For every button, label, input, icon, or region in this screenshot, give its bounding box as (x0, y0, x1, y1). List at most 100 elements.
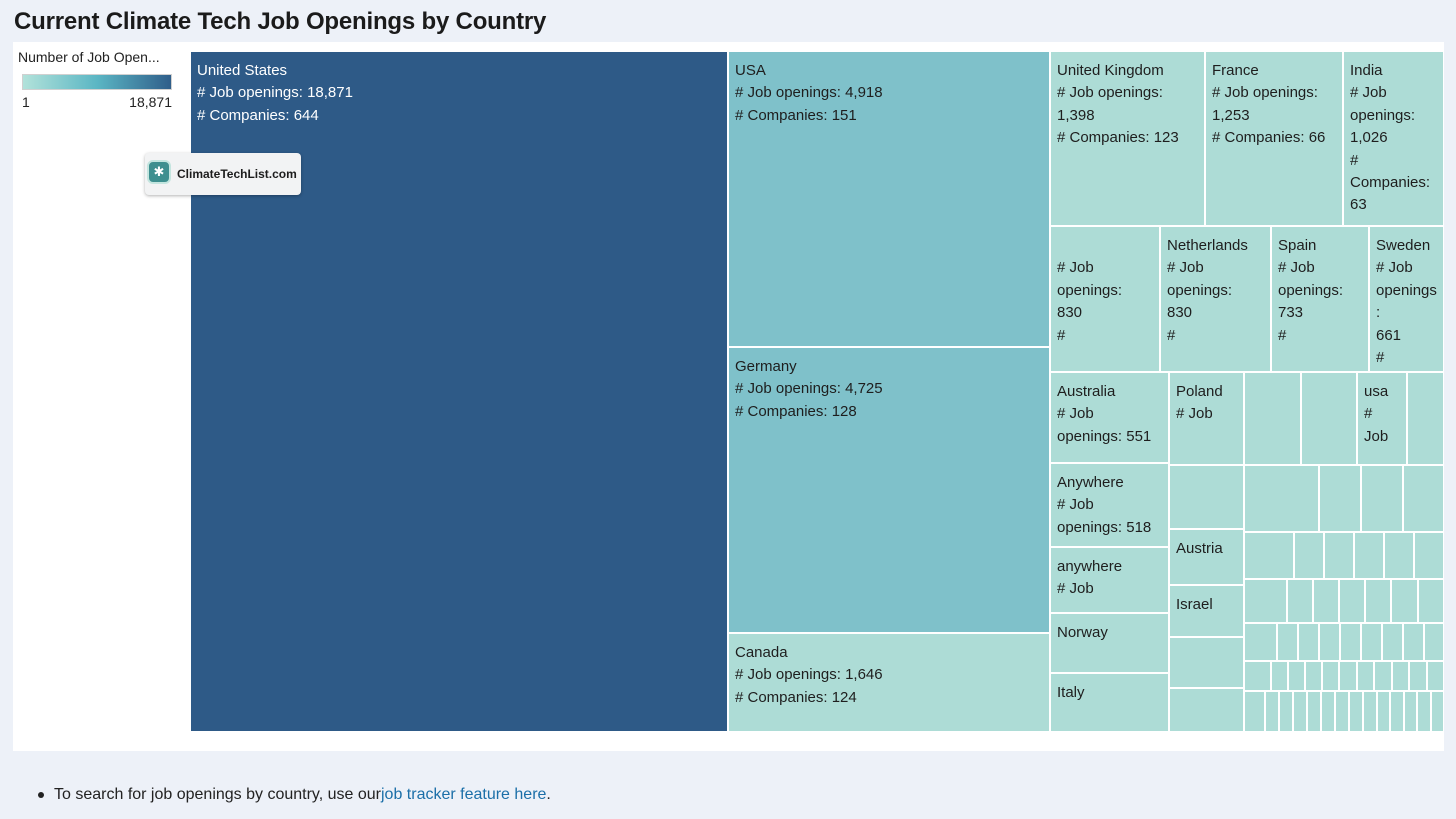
treemap-tile[interactable] (1169, 637, 1244, 688)
treemap-tile-small[interactable] (1339, 579, 1365, 623)
treemap-tile-france[interactable]: France # Job openings: 1,253 # Companies… (1205, 51, 1343, 226)
treemap-tile-small[interactable] (1313, 579, 1339, 623)
treemap-tile-small[interactable] (1392, 661, 1409, 691)
treemap-tile-norway[interactable]: Norway (1050, 613, 1169, 673)
treemap-tile-small[interactable] (1349, 691, 1363, 732)
treemap-tile[interactable] (1169, 688, 1244, 732)
treemap-tile-small[interactable] (1403, 623, 1424, 661)
treemap-tile-small[interactable] (1354, 532, 1384, 579)
treemap-tile-small[interactable] (1244, 623, 1277, 661)
treemap-tile[interactable] (1407, 372, 1444, 465)
treemap-tile-netherlands[interactable]: Netherlands # Job openings: 830 # (1160, 226, 1271, 372)
legend-max-label: 18,871 (129, 94, 172, 110)
treemap-tile-small[interactable] (1340, 623, 1361, 661)
badge-label: ClimateTechList.com (177, 167, 297, 181)
treemap-tile[interactable]: # Job openings: 830 # (1050, 226, 1160, 372)
treemap-tile-anywhere[interactable]: Anywhere # Job openings: 518 (1050, 463, 1169, 547)
climatetechlist-badge[interactable]: ✱ ClimateTechList.com (145, 153, 301, 195)
treemap-tile-small[interactable] (1409, 661, 1427, 691)
treemap-tile-small[interactable] (1293, 691, 1307, 732)
footer-text: To search for job openings by country, u… (54, 786, 381, 803)
tile-label: USA # Job openings: 4,918 # Companies: 1… (735, 62, 883, 124)
treemap-tile-small[interactable] (1244, 661, 1271, 691)
treemap-tile-sweden[interactable]: Sweden # Job openings: 661 # (1369, 226, 1444, 372)
job-tracker-link[interactable]: job tracker feature here (381, 786, 547, 803)
tile-label: Austria (1176, 540, 1223, 557)
treemap-tile-small[interactable] (1417, 691, 1431, 732)
treemap-tile-canada[interactable]: Canada # Job openings: 1,646 # Companies… (728, 633, 1050, 732)
treemap-tile-small[interactable] (1431, 691, 1444, 732)
treemap-tile-small[interactable] (1265, 691, 1279, 732)
treemap-tile-small[interactable] (1319, 465, 1361, 532)
treemap-tile-small[interactable] (1361, 623, 1382, 661)
treemap-tile-small[interactable] (1322, 661, 1339, 691)
treemap-tile-small[interactable] (1377, 691, 1390, 732)
tile-label: France # Job openings: 1,253 # Companies… (1212, 62, 1326, 147)
treemap-tile-usa[interactable]: usa # Job (1357, 372, 1407, 465)
treemap-tile-small[interactable] (1414, 532, 1444, 579)
treemap-tile-small[interactable] (1374, 661, 1392, 691)
treemap-tile-small[interactable] (1403, 465, 1444, 532)
treemap-tile-small[interactable] (1339, 661, 1357, 691)
treemap-tile-small[interactable] (1404, 691, 1417, 732)
legend-min-label: 1 (22, 94, 30, 110)
treemap-tile-small[interactable] (1307, 691, 1321, 732)
treemap-tile-small[interactable] (1365, 579, 1391, 623)
treemap-tile-small[interactable] (1271, 661, 1288, 691)
treemap-tile-germany[interactable]: Germany # Job openings: 4,725 # Companie… (728, 347, 1050, 633)
treemap-tile-small[interactable] (1361, 465, 1403, 532)
tile-label: Germany # Job openings: 4,725 # Companie… (735, 358, 883, 420)
treemap-tile-anywhere[interactable]: anywhere # Job (1050, 547, 1169, 613)
treemap-tile-israel[interactable]: Israel (1169, 585, 1244, 637)
tile-label: United States # Job openings: 18,871 # C… (197, 62, 353, 124)
treemap-tile-small[interactable] (1324, 532, 1354, 579)
treemap-tile-small[interactable] (1382, 623, 1403, 661)
treemap-tile-small[interactable] (1244, 579, 1287, 623)
tile-label: United Kingdom # Job openings: 1,398 # C… (1057, 62, 1179, 147)
treemap-tile-small[interactable] (1244, 465, 1319, 532)
treemap-tile-small[interactable] (1305, 661, 1322, 691)
treemap-tile-italy[interactable]: Italy (1050, 673, 1169, 732)
treemap-tile[interactable] (1301, 372, 1357, 465)
treemap-tile-small[interactable] (1391, 579, 1418, 623)
treemap-tile-small[interactable] (1298, 623, 1319, 661)
treemap-tile-small[interactable] (1319, 623, 1340, 661)
tile-label: Anywhere # Job openings: 518 (1057, 474, 1152, 536)
treemap-tile[interactable] (1244, 372, 1301, 465)
treemap-tile-united-kingdom[interactable]: United Kingdom # Job openings: 1,398 # C… (1050, 51, 1205, 226)
treemap-tile[interactable] (1169, 465, 1244, 529)
tile-label: Poland # Job (1176, 383, 1223, 423)
tile-label: Israel (1176, 596, 1213, 613)
tile-label: Netherlands # Job openings: 830 # (1167, 237, 1248, 344)
tile-label: Canada # Job openings: 1,646 # Companies… (735, 644, 883, 706)
treemap-tile-poland[interactable]: Poland # Job (1169, 372, 1244, 465)
treemap-tile-small[interactable] (1335, 691, 1349, 732)
treemap-tile-small[interactable] (1384, 532, 1414, 579)
treemap-tile-small[interactable] (1244, 691, 1265, 732)
treemap-tile-small[interactable] (1357, 661, 1374, 691)
viz-toolbar-strip (13, 745, 1444, 751)
treemap-tile-india[interactable]: India # Job openings: 1,026 # Companies:… (1343, 51, 1444, 226)
page-title: Current Climate Tech Job Openings by Cou… (14, 8, 547, 35)
treemap-tile-small[interactable] (1424, 623, 1444, 661)
tile-label: Norway (1057, 624, 1108, 641)
tile-label: # Job openings: 830 # (1057, 259, 1123, 344)
treemap-tile-spain[interactable]: Spain # Job openings: 733 # (1271, 226, 1369, 372)
treemap-tile-small[interactable] (1418, 579, 1444, 623)
treemap-tile-small[interactable] (1363, 691, 1377, 732)
treemap-tile-usa[interactable]: USA # Job openings: 4,918 # Companies: 1… (728, 51, 1050, 347)
treemap-tile-small[interactable] (1279, 691, 1293, 732)
bullet-icon (38, 792, 44, 798)
treemap-tile-small[interactable] (1427, 661, 1444, 691)
treemap-tile-small[interactable] (1321, 691, 1335, 732)
treemap-tile-small[interactable] (1277, 623, 1298, 661)
gear-icon: ✱ (147, 160, 171, 184)
treemap-tile-small[interactable] (1390, 691, 1404, 732)
treemap-tile-small[interactable] (1288, 661, 1305, 691)
treemap-tile-austria[interactable]: Austria (1169, 529, 1244, 585)
treemap-tile-small[interactable] (1294, 532, 1324, 579)
treemap-tile-small[interactable] (1287, 579, 1313, 623)
tile-label: Spain # Job openings: 733 # (1278, 237, 1344, 344)
treemap-tile-small[interactable] (1244, 532, 1294, 579)
treemap-tile-australia[interactable]: Australia # Job openings: 551 (1050, 372, 1169, 463)
